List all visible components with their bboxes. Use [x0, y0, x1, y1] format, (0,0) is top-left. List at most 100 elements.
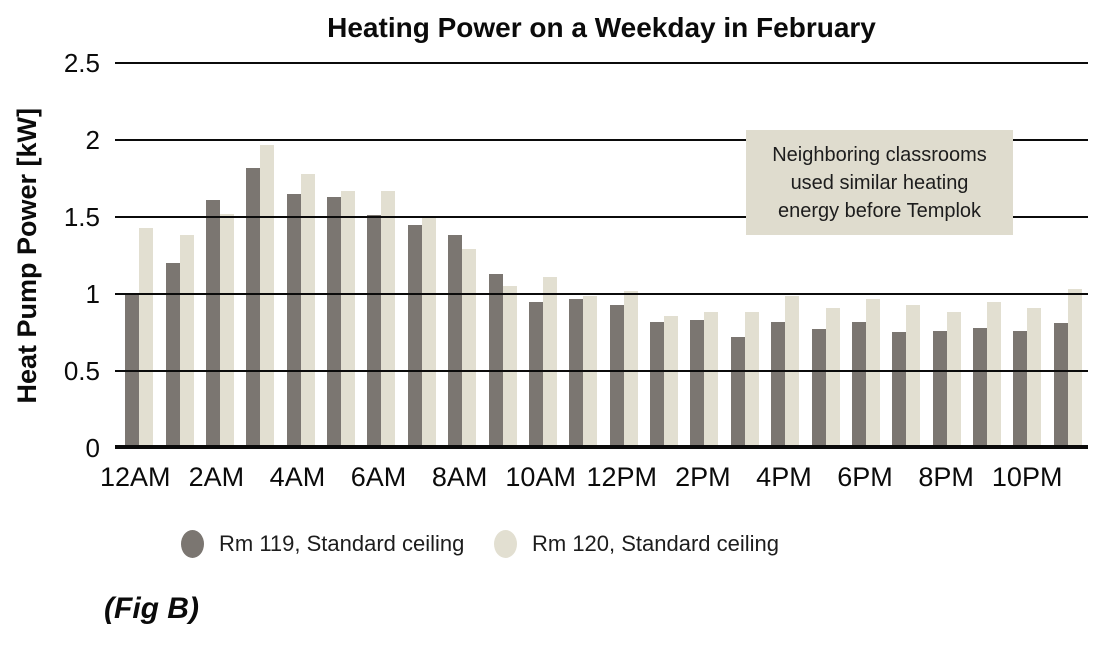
bar-group-12AM — [119, 63, 159, 448]
bar-group-11PM — [1048, 63, 1088, 448]
bar-rm119-1pm — [650, 322, 665, 448]
gridline-1.5 — [115, 216, 1088, 218]
annotation-box: Neighboring classrooms used similar heati… — [746, 130, 1013, 235]
bar-rm120-4pm — [785, 296, 800, 448]
bar-rm120-12pm — [623, 291, 638, 448]
legend-item-rm119: Rm 119, Standard ceiling — [181, 530, 464, 558]
bar-group-12PM — [604, 63, 644, 448]
bar-rm120-6am — [381, 191, 396, 448]
y-tick-2.5: 2.5 — [63, 48, 100, 78]
gridline-2.5 — [115, 62, 1088, 64]
bar-rm120-3pm — [744, 312, 759, 448]
x-tick-8am: 8AM — [431, 462, 488, 492]
x-tick-10am: 10AM — [505, 462, 576, 492]
bar-rm119-5pm — [811, 329, 826, 448]
bar-rm120-11pm — [1067, 289, 1082, 448]
bar-rm119-4pm — [771, 322, 786, 448]
bar-rm119-11pm — [1053, 323, 1068, 448]
y-tick-0: 0 — [85, 433, 100, 463]
bar-rm119-3pm — [730, 337, 745, 448]
legend: Rm 119, Standard ceiling Rm 120, Standar… — [0, 527, 1102, 563]
bars-row — [119, 63, 1088, 448]
bar-group-6PM — [846, 63, 886, 448]
x-tick-2pm: 2PM — [675, 462, 731, 492]
bar-rm120-9am — [502, 286, 517, 448]
chart-title: Heating Power on a Weekday in February — [327, 12, 876, 43]
bar-group-4AM — [281, 63, 321, 448]
plot-area: Neighboring classrooms used similar heati… — [115, 62, 1088, 449]
bar-group-4PM — [765, 63, 805, 448]
bar-group-3AM — [240, 63, 280, 448]
bar-rm120-1pm — [664, 316, 679, 448]
bar-group-7PM — [886, 63, 926, 448]
bar-rm120-11am — [583, 296, 598, 448]
x-tick-4pm: 4PM — [756, 462, 812, 492]
fig-caption: (Fig B) — [104, 592, 199, 625]
x-tick-12am: 12AM — [99, 462, 171, 492]
bar-rm119-11am — [569, 299, 584, 448]
bar-group-8AM — [442, 63, 482, 448]
bar-group-1AM — [159, 63, 199, 448]
y-tick-2: 2 — [85, 125, 100, 155]
bar-rm119-10am — [528, 302, 543, 448]
bar-rm120-10am — [542, 277, 557, 448]
bar-rm120-7am — [421, 217, 436, 448]
legend-swatch-rm120 — [494, 530, 517, 558]
y-tick-1: 1 — [85, 279, 100, 309]
x-tick-4am: 4AM — [269, 462, 326, 492]
bar-group-7AM — [402, 63, 442, 448]
bar-rm119-10pm — [1013, 331, 1028, 448]
annotation-line-1: Neighboring classrooms — [772, 143, 987, 166]
bar-rm120-12am — [139, 228, 154, 448]
bar-rm120-4am — [300, 174, 315, 448]
x-tick-8pm: 8PM — [918, 462, 974, 492]
bar-group-2AM — [200, 63, 240, 448]
bar-rm120-1am — [179, 235, 194, 448]
bar-rm120-6pm — [865, 299, 880, 448]
bar-rm119-3am — [246, 168, 261, 448]
bar-rm120-9pm — [987, 302, 1002, 448]
bar-rm119-8am — [448, 235, 463, 448]
bar-rm119-8pm — [932, 331, 947, 448]
bar-group-3PM — [725, 63, 765, 448]
bar-rm120-2am — [219, 214, 234, 448]
bar-rm120-8pm — [946, 312, 961, 448]
bar-rm119-9am — [488, 274, 503, 448]
bar-group-5AM — [321, 63, 361, 448]
bar-rm119-7am — [407, 225, 422, 448]
annotation-line-3: energy before Templok — [777, 199, 982, 222]
y-tick-0.5: 0.5 — [63, 356, 100, 386]
gridline-0.5 — [115, 370, 1088, 372]
bar-group-2PM — [684, 63, 724, 448]
bar-group-11AM — [563, 63, 603, 448]
bar-rm119-2am — [205, 200, 220, 448]
legend-label-rm119: Rm 119, Standard ceiling — [219, 531, 465, 556]
bar-rm119-6pm — [851, 322, 866, 448]
x-tick-2am: 2AM — [188, 462, 245, 492]
bar-group-9AM — [482, 63, 522, 448]
bar-group-8PM — [927, 63, 967, 448]
bar-rm120-10pm — [1027, 308, 1042, 448]
bar-group-9PM — [967, 63, 1007, 448]
bar-rm119-5am — [327, 197, 342, 448]
bar-rm120-2pm — [704, 312, 719, 448]
bar-group-10AM — [523, 63, 563, 448]
y-tick-labels: 0 0.5 1 1.5 2 2.5 — [0, 50, 100, 461]
bar-group-6AM — [361, 63, 401, 448]
bar-rm120-3am — [260, 145, 275, 448]
gridline-1 — [115, 293, 1088, 295]
legend-swatch-rm119 — [181, 530, 204, 558]
bar-rm119-12pm — [609, 305, 624, 448]
x-tick-labels: 12AM 2AM 4AM 6AM 8AM 10AM 12PM 2PM 4PM 6PM 8PM 10PM — [100, 462, 1088, 496]
x-tick-6am: 6AM — [350, 462, 407, 492]
bar-rm119-7pm — [892, 332, 907, 448]
bar-group-5PM — [805, 63, 845, 448]
legend-label-rm120: Rm 120, Standard ceiling — [532, 531, 780, 556]
bar-rm119-4am — [286, 194, 301, 448]
gridline-2 — [115, 139, 1088, 141]
x-tick-10pm: 10PM — [991, 462, 1063, 492]
bar-rm120-5am — [341, 191, 356, 448]
annotation-line-2: used similar heating — [790, 171, 969, 194]
gridline-0 — [115, 445, 1088, 449]
